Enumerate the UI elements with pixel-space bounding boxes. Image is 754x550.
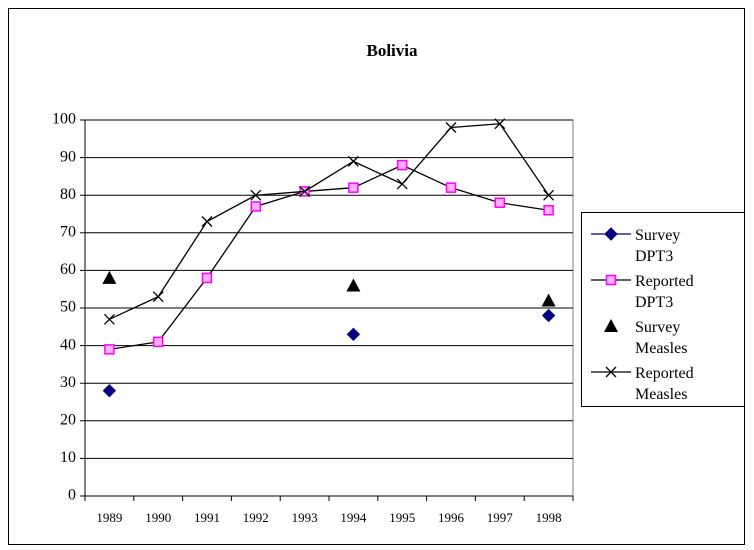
marker [201, 216, 213, 227]
x-tick-label: 1992 [243, 510, 269, 525]
legend-label: Reported DPT3 [635, 273, 694, 311]
y-tick-label: 20 [60, 411, 76, 428]
y-tick-label: 30 [60, 374, 76, 391]
series-line [109, 164, 549, 351]
y-tick-label: 80 [60, 186, 76, 203]
marker [201, 272, 213, 284]
x-tick-label: 1990 [145, 510, 171, 525]
chart-title: Bolivia [366, 41, 418, 60]
marker [541, 293, 556, 307]
marker [102, 384, 117, 398]
marker [543, 189, 555, 201]
y-tick-label: 70 [60, 223, 76, 240]
y-tick-label: 50 [60, 299, 76, 316]
marker [250, 201, 262, 212]
legend-label: Survey Measles [635, 319, 687, 357]
marker [103, 313, 115, 325]
marker [347, 155, 359, 167]
y-tick-label: 90 [60, 148, 76, 165]
x-tick-label: 1989 [96, 510, 122, 525]
x-tick-label: 1993 [292, 510, 318, 525]
y-tick-label: 0 [68, 487, 76, 504]
marker [250, 189, 262, 201]
marker [346, 278, 361, 292]
marker [152, 336, 164, 348]
marker [494, 118, 506, 130]
marker [102, 270, 117, 284]
x-tick-label: 1995 [389, 510, 415, 525]
marker [348, 182, 359, 193]
marker [604, 227, 618, 241]
marker [445, 122, 457, 133]
x-tick-label: 1997 [487, 510, 514, 525]
x-tick-label: 1994 [340, 510, 367, 525]
marker [604, 319, 618, 332]
marker [541, 308, 556, 323]
y-tick-label: 40 [60, 336, 76, 353]
x-tick-label: 1996 [438, 510, 465, 525]
marker [299, 185, 311, 197]
marker [494, 197, 506, 208]
marker [396, 159, 408, 171]
legend-label: Survey DPT3 [635, 227, 680, 265]
y-tick-label: 60 [60, 261, 76, 278]
series-line [109, 123, 550, 320]
x-tick-label: 1991 [194, 510, 220, 525]
x-tick-label: 1998 [536, 510, 562, 525]
y-tick-label: 100 [52, 111, 76, 128]
marker [152, 291, 164, 303]
marker [605, 274, 617, 286]
marker [396, 178, 408, 190]
marker [605, 366, 617, 378]
marker [346, 327, 361, 342]
marker [543, 204, 554, 216]
legend-label: Reported Measles [635, 365, 694, 403]
marker [445, 182, 457, 193]
marker [104, 344, 115, 355]
y-tick-label: 10 [60, 449, 76, 466]
